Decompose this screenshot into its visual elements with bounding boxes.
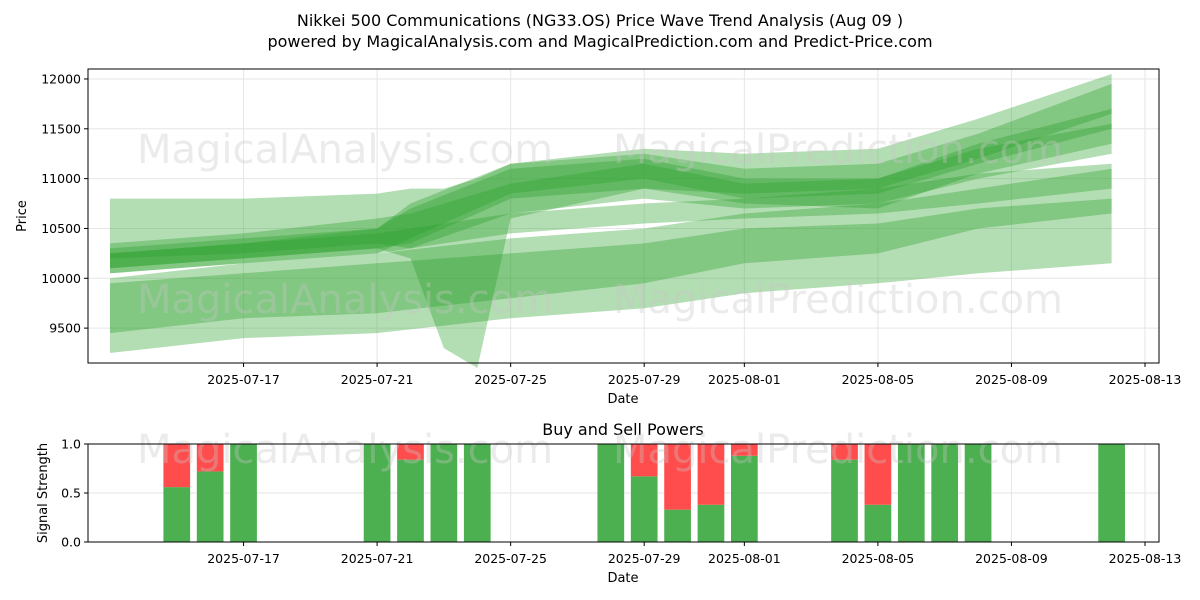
price-x-ticks: 2025-07-17 2025-07-21 2025-07-25 2025-07-29…	[207, 363, 1181, 387]
price-y-axis-label: Price	[15, 200, 30, 232]
signal-panel-title: Buy and Sell Powers	[542, 420, 704, 439]
chart-title-line2: powered by MagicalAnalysis.com and Magic…	[267, 32, 932, 51]
watermark-prediction-signal: MagicalPrediction.com	[613, 427, 1063, 473]
sell-bar	[196, 444, 224, 472]
signal-watermarks: MagicalAnalysis.com MagicalPrediction.co…	[137, 427, 1063, 473]
sell-bar	[630, 444, 658, 477]
watermark-prediction-top: MagicalPrediction.com	[613, 127, 1063, 173]
price-y-tick-label: 11500	[41, 121, 81, 136]
price-wave-band-7	[110, 198, 1112, 353]
buy-bar	[230, 444, 257, 542]
buy-bar	[630, 476, 658, 542]
price-wave-band-2	[110, 108, 1112, 269]
price-y-tick-label: 9500	[49, 321, 81, 336]
price-plot-frame	[87, 68, 1160, 364]
price-x-tick-label: 2025-07-17	[207, 372, 280, 387]
price-x-tick-label: 2025-08-01	[708, 372, 781, 387]
buy-bar	[731, 455, 758, 542]
price-y-tick-label: 12000	[41, 71, 81, 86]
price-y-ticks: 9500 10000 10500 11000 11500 12000	[41, 71, 88, 336]
price-y-tick-label: 11000	[41, 171, 81, 186]
signal-x-tick-label: 2025-08-13	[1109, 551, 1182, 566]
price-y-tick-label: 10000	[41, 271, 81, 286]
price-wave-band-5	[110, 163, 1112, 274]
watermark-analysis-top: MagicalAnalysis.com	[137, 127, 553, 173]
price-x-tick-label: 2025-08-05	[842, 372, 915, 387]
buy-bar	[430, 444, 458, 542]
buy-bar	[664, 509, 691, 542]
signal-x-tick-label: 2025-07-25	[474, 551, 547, 566]
signal-x-tick-label: 2025-08-05	[842, 551, 915, 566]
signal-y-axis-label: Signal Strength	[36, 443, 51, 543]
watermark-analysis-signal: MagicalAnalysis.com	[137, 427, 553, 473]
buy-bar	[964, 444, 992, 542]
sell-bar	[731, 444, 758, 456]
chart-title-line1: Nikkei 500 Communications (NG33.OS) Pric…	[297, 11, 903, 30]
sell-bar	[397, 444, 424, 460]
buy-bar	[1098, 444, 1125, 542]
price-gridlines	[88, 69, 1159, 363]
watermark-prediction-bottom: MagicalPrediction.com	[613, 277, 1063, 323]
signal-x-tick-label: 2025-07-17	[207, 551, 280, 566]
signal-y-ticks: 0.0 0.5 1.0	[61, 437, 88, 550]
signal-x-tick-label: 2025-07-29	[608, 551, 681, 566]
price-wave-band-6	[110, 168, 1112, 334]
price-x-tick-label: 2025-07-29	[608, 372, 681, 387]
signal-x-axis-label: Date	[607, 571, 638, 586]
buy-bar	[196, 471, 224, 542]
signal-bars	[163, 444, 1125, 542]
price-panel: MagicalAnalysis.com MagicalPrediction.co…	[15, 68, 1181, 407]
buy-bar	[163, 487, 191, 542]
sell-bar	[831, 444, 858, 460]
buy-bar	[363, 444, 391, 542]
sell-bar	[163, 444, 191, 488]
buy-bar	[597, 444, 625, 542]
price-wave-band-3	[110, 83, 1112, 274]
price-wave-bands	[110, 74, 1112, 368]
signal-x-ticks: 2025-07-17 2025-07-21 2025-07-25 2025-07-29…	[207, 542, 1181, 566]
price-x-tick-label: 2025-07-25	[474, 372, 547, 387]
buy-bar	[864, 504, 892, 542]
price-x-tick-label: 2025-08-09	[975, 372, 1048, 387]
price-x-tick-label: 2025-07-21	[341, 372, 414, 387]
watermark-analysis-bottom: MagicalAnalysis.com	[137, 277, 553, 323]
signal-y-tick-label: 0.5	[61, 486, 81, 501]
price-x-axis-label: Date	[607, 392, 638, 407]
price-wave-band-4	[110, 74, 1112, 368]
price-wave-band-1	[110, 123, 1112, 259]
signal-panel: Buy and Sell Powers MagicalAnalysis.com …	[36, 420, 1181, 586]
buy-bar	[697, 504, 725, 542]
signal-x-tick-label: 2025-08-01	[708, 551, 781, 566]
sell-bar	[864, 444, 892, 505]
price-x-tick-label: 2025-08-13	[1109, 372, 1182, 387]
signal-y-tick-label: 0.0	[61, 535, 81, 550]
signal-y-tick-label: 1.0	[61, 437, 81, 452]
sell-bar	[697, 444, 725, 505]
buy-bar	[831, 459, 858, 542]
buy-bar	[897, 444, 925, 542]
price-watermarks: MagicalAnalysis.com MagicalPrediction.co…	[137, 127, 1063, 323]
price-y-tick-label: 10500	[41, 221, 81, 236]
signal-x-tick-label: 2025-07-21	[341, 551, 414, 566]
buy-bar	[463, 444, 491, 542]
sell-bar	[664, 444, 691, 510]
signal-x-tick-label: 2025-08-09	[975, 551, 1048, 566]
buy-bar	[931, 444, 959, 542]
buy-bar	[397, 459, 424, 542]
